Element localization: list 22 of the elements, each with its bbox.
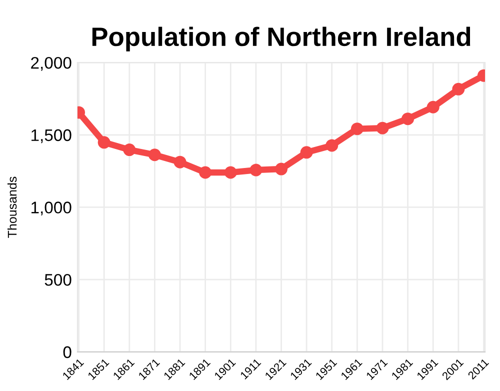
point xyxy=(402,112,414,126)
point xyxy=(350,122,364,136)
point xyxy=(250,164,262,176)
point xyxy=(174,156,186,168)
y-tick-label: 0 xyxy=(63,346,72,358)
point xyxy=(452,82,465,96)
point xyxy=(199,166,212,179)
point xyxy=(426,100,440,114)
point xyxy=(224,166,237,179)
y-tick-label: 2,000 xyxy=(31,56,72,71)
point xyxy=(376,122,389,134)
y-tick-label: 500 xyxy=(44,274,72,286)
point xyxy=(300,146,313,159)
point xyxy=(98,136,110,149)
y-tick-label: 1,000 xyxy=(32,202,72,216)
point xyxy=(275,162,288,176)
point xyxy=(123,144,136,156)
y-tick-label: 1,500 xyxy=(32,129,72,144)
point xyxy=(326,139,338,152)
y-axis-title: Thousands xyxy=(7,176,17,238)
point xyxy=(148,148,161,162)
chart-title: Population of Northern Ireland xyxy=(92,26,470,52)
